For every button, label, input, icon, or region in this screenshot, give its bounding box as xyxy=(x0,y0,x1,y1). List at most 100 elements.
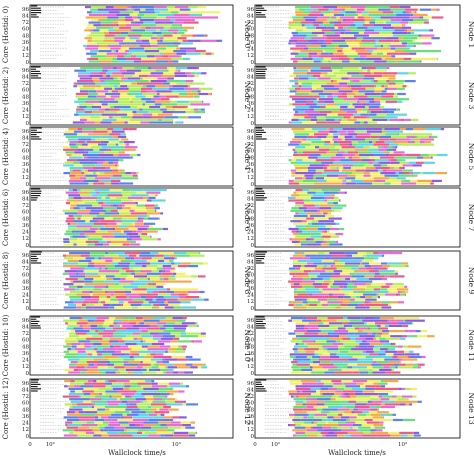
task-bar xyxy=(393,151,405,154)
task-bar xyxy=(82,199,96,202)
y-tick-label: 84 xyxy=(22,135,29,141)
task-bar xyxy=(326,103,335,106)
task-bar xyxy=(92,135,101,138)
task-bar xyxy=(167,345,171,348)
task-bar xyxy=(328,405,344,409)
task-bar xyxy=(68,371,81,374)
task-bar xyxy=(408,345,422,348)
task-bar xyxy=(365,288,374,291)
task-bar xyxy=(398,322,410,325)
task-bar xyxy=(178,416,187,419)
task-bar xyxy=(304,24,311,27)
task-bar xyxy=(211,92,212,96)
task-bar xyxy=(88,60,100,63)
task-bar xyxy=(77,98,88,101)
task-bar xyxy=(94,189,110,192)
task-bar xyxy=(373,164,381,167)
task-bar xyxy=(323,429,338,432)
task-bar xyxy=(365,128,369,131)
task-bar xyxy=(404,113,407,116)
task-bar xyxy=(333,80,337,83)
task-bar xyxy=(380,172,396,175)
task-bar xyxy=(132,238,142,241)
task-bar xyxy=(291,285,303,288)
task-bar xyxy=(312,222,325,225)
task-bar xyxy=(165,398,168,401)
task-bar xyxy=(151,257,165,260)
task-bar xyxy=(306,290,321,294)
task-bar xyxy=(326,26,335,29)
task-bar xyxy=(324,400,341,403)
task-bar xyxy=(63,148,78,151)
task-tail-bar xyxy=(397,92,406,96)
task-bar xyxy=(112,387,124,390)
task-bar xyxy=(345,177,356,180)
task-bar xyxy=(128,31,144,35)
task-bar xyxy=(325,164,329,167)
task-bar xyxy=(110,298,118,301)
task-bar xyxy=(91,296,100,299)
task-bar xyxy=(371,37,386,40)
task-bar xyxy=(108,429,125,432)
task-bar xyxy=(165,319,178,322)
task-bar xyxy=(317,421,326,424)
task-bar xyxy=(78,209,91,212)
task-bar xyxy=(184,87,200,90)
task-bar xyxy=(295,225,305,228)
task-bar xyxy=(63,240,70,243)
task-bar xyxy=(133,337,138,340)
task-bar xyxy=(361,85,375,88)
task-bar xyxy=(404,353,416,356)
task-bar xyxy=(322,434,326,437)
task-bar xyxy=(106,240,112,243)
task-bar xyxy=(144,52,156,55)
task-bar xyxy=(102,353,112,356)
task-bar xyxy=(293,306,307,309)
task-bar xyxy=(180,301,191,304)
task-bar xyxy=(152,267,157,270)
task-bar xyxy=(159,275,171,278)
task-bar xyxy=(335,153,343,157)
task-bar xyxy=(168,408,179,411)
task-bar xyxy=(352,380,355,383)
task-bar xyxy=(90,8,98,11)
task-bar xyxy=(78,340,90,343)
task-tail-bar xyxy=(180,47,197,50)
task-bar xyxy=(140,424,144,427)
task-bar xyxy=(157,238,161,241)
task-bar xyxy=(82,164,86,167)
task-bar xyxy=(290,121,302,124)
task-tail-bar xyxy=(164,330,186,333)
task-bar xyxy=(62,395,78,398)
task-bar xyxy=(129,355,134,359)
task-bar xyxy=(321,189,330,192)
task-bar xyxy=(173,31,177,35)
task-bar xyxy=(136,342,152,346)
task-bar xyxy=(105,393,122,396)
task-bar xyxy=(301,141,312,144)
y-tick-label: 0 xyxy=(251,182,255,188)
task-bar xyxy=(340,303,348,306)
task-bar xyxy=(70,361,78,364)
task-bar xyxy=(318,8,329,11)
task-bar xyxy=(105,290,108,294)
task-bar xyxy=(113,293,126,296)
task-tail-bar xyxy=(180,16,218,19)
task-bar xyxy=(87,238,103,241)
task-bar xyxy=(173,434,189,437)
task-bar xyxy=(308,385,316,388)
task-bar xyxy=(150,363,155,366)
task-bar xyxy=(146,44,152,48)
task-bar xyxy=(410,37,417,40)
task-bar xyxy=(345,257,354,260)
task-bar xyxy=(170,345,179,348)
task-bar xyxy=(132,324,148,327)
task-bar xyxy=(298,207,307,210)
task-bar xyxy=(338,348,352,351)
task-bar xyxy=(293,72,307,75)
task-bar xyxy=(398,133,400,136)
task-bar xyxy=(165,366,168,369)
task-bar xyxy=(306,220,312,223)
task-bar xyxy=(84,233,99,236)
task-bar xyxy=(326,42,332,45)
